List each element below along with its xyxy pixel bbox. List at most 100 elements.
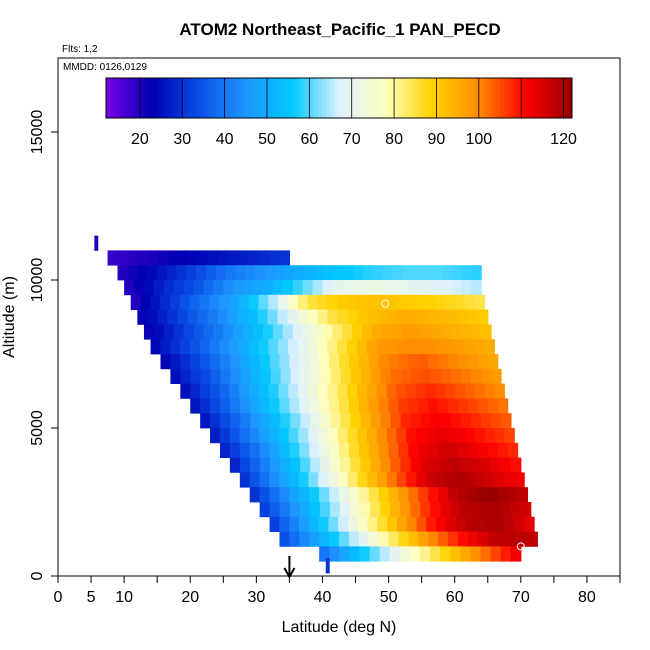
heatmap-cell (358, 398, 370, 414)
heatmap-cell (477, 487, 489, 503)
heatmap-cell (470, 502, 482, 518)
x-tick-label: 80 (578, 589, 596, 606)
heatmap-cell (368, 487, 380, 503)
colorbar-segment (292, 78, 298, 118)
heatmap-cell (350, 502, 361, 518)
heatmap-cell (289, 487, 300, 503)
heatmap-cell (329, 546, 340, 562)
heatmap-cell (269, 250, 280, 266)
heatmap-cell (268, 339, 279, 355)
heatmap-cell (397, 309, 409, 325)
heatmap-cell (421, 324, 433, 340)
heatmap-cell (339, 531, 350, 547)
heatmap-cell (470, 457, 482, 473)
heatmap-cell (477, 442, 489, 458)
heatmap-cell (229, 383, 240, 399)
heatmap-cell (302, 324, 314, 340)
heatmap-cell (381, 324, 393, 340)
heatmap-cell (190, 368, 202, 384)
heatmap-cell (269, 487, 281, 503)
heatmap-cell (210, 428, 221, 444)
colorbar-segment (508, 78, 514, 118)
colorbar-segment (279, 78, 285, 118)
heatmap-cell (470, 413, 482, 429)
heatmap-cell (229, 398, 241, 414)
heatmap-cell (480, 457, 492, 473)
heatmap-cell (415, 294, 427, 310)
heatmap-cell (269, 398, 281, 414)
heatmap-cell (253, 280, 264, 296)
heatmap-cell (378, 487, 390, 503)
heatmap-cell (282, 324, 294, 340)
heatmap-cell (480, 502, 492, 518)
heatmap-cell (398, 354, 410, 370)
heatmap-cell (329, 398, 340, 414)
colorbar-segment (186, 78, 192, 118)
colorbar-segment (139, 78, 145, 118)
heatmap-cell (329, 502, 341, 518)
colorbar-segment (283, 78, 289, 118)
heatmap-cell (426, 516, 437, 532)
colorbar-segment (161, 78, 166, 118)
heatmap-cell (366, 383, 378, 399)
heatmap-cell (357, 472, 368, 488)
heatmap (94, 235, 538, 574)
y-tick-label: 10000 (29, 258, 46, 303)
heatmap-cell (297, 309, 309, 325)
heatmap-cell (448, 487, 459, 503)
heatmap-cell (372, 280, 383, 296)
heatmap-cell (445, 294, 456, 310)
colorbar-segment (135, 78, 141, 118)
colorbar-segment (478, 78, 484, 118)
heatmap-cell (196, 265, 207, 281)
heatmap-cell (219, 339, 230, 355)
heatmap-cell (458, 442, 469, 458)
heatmap-cell (183, 280, 195, 296)
heatmap-cell (339, 354, 350, 370)
heatmap-cell (500, 457, 512, 473)
heatmap-cell (225, 265, 237, 281)
heatmap-cell (381, 280, 393, 296)
colorbar-tick-label: 90 (428, 131, 446, 148)
heatmap-cell (484, 472, 496, 488)
heatmap-cell (312, 324, 324, 340)
heatmap-cell (339, 398, 350, 414)
colorbar-segment (114, 78, 120, 118)
heatmap-cell (510, 502, 522, 518)
heatmap-cell (425, 383, 437, 399)
heatmap-cell (460, 368, 472, 384)
heatmap-cell (411, 280, 423, 296)
colorbar-segment (182, 78, 187, 118)
heatmap-cell (239, 383, 250, 399)
colorbar-segment (326, 78, 332, 118)
heatmap-cell (299, 487, 310, 503)
heatmap-cell (279, 502, 291, 518)
heatmap-cell (358, 531, 370, 547)
point-marker (381, 299, 390, 308)
x-tick-label: 60 (446, 589, 464, 606)
heatmap-cell (448, 531, 459, 547)
heatmap-cell (497, 487, 509, 503)
heatmap-cell (362, 324, 373, 340)
heatmap-cell (300, 413, 312, 429)
heatmap-cell (373, 265, 384, 281)
heatmap-cell (388, 531, 400, 547)
heatmap-cell (280, 457, 291, 473)
heatmap-cell (270, 457, 281, 473)
heatmap-cell (146, 265, 158, 281)
heatmap-cell (239, 472, 251, 488)
heatmap-cell (471, 280, 482, 296)
heatmap-cell (396, 516, 408, 532)
heatmap-cell (327, 294, 338, 310)
heatmap-cell (137, 309, 148, 325)
heatmap-cell (438, 487, 449, 503)
heatmap-cell (267, 309, 279, 325)
heatmap-cell (210, 413, 221, 429)
heatmap-cell (490, 502, 502, 518)
heatmap-cell (289, 516, 300, 532)
latitude-marker-arrow (283, 556, 296, 580)
colorbar-segment (538, 78, 543, 118)
heatmap-cell (490, 368, 502, 384)
heatmap-cell (418, 531, 429, 547)
heatmap-cell (400, 457, 412, 473)
